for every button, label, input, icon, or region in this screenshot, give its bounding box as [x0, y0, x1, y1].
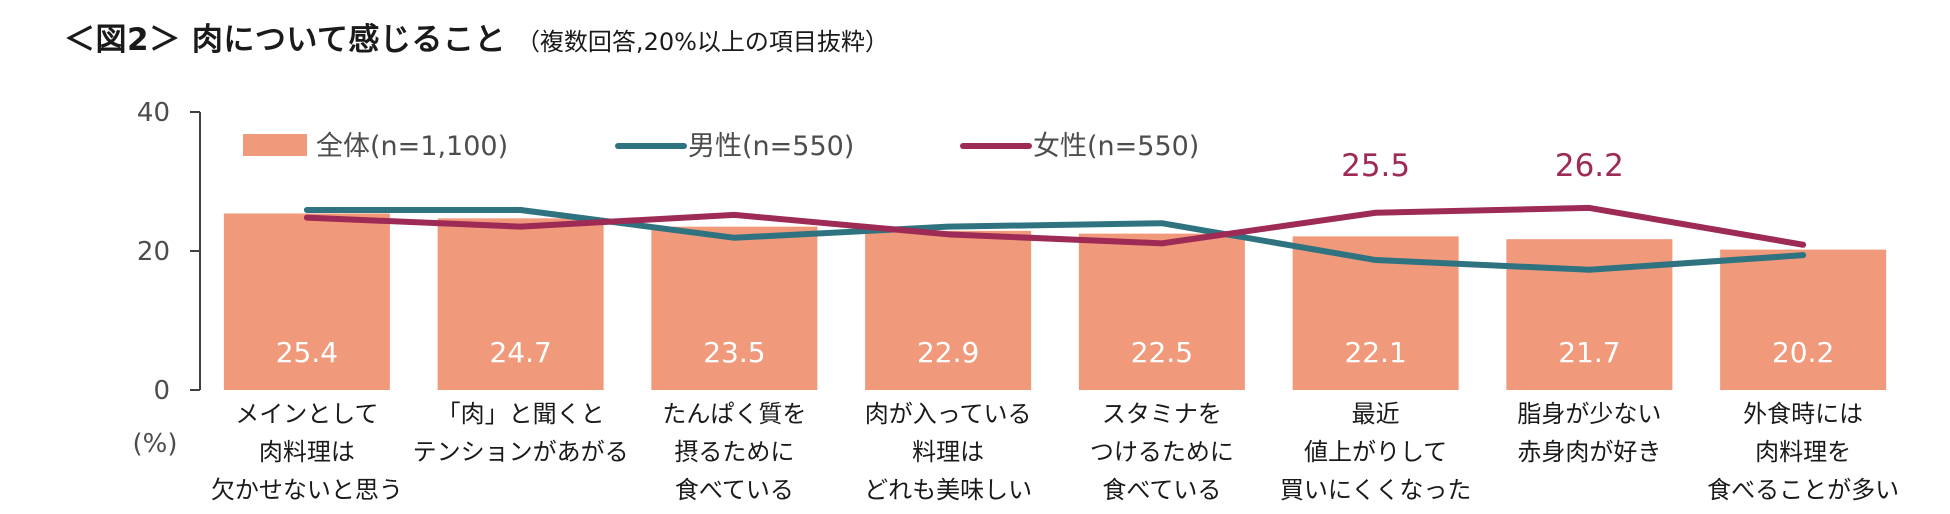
chart-subtitle: （複数回答,20%以上の項目抜粋）: [515, 28, 889, 56]
bar: [437, 218, 604, 390]
bar: [651, 226, 818, 390]
legend-swatch-bar: [243, 134, 307, 156]
bar-value-label: 22.1: [1344, 336, 1406, 369]
chart-title: ＜図2＞ 肉について感じること: [64, 22, 506, 58]
bar-value-label: 23.5: [703, 336, 765, 369]
category-label: つけるために: [1090, 438, 1234, 466]
y-tick-label: 0: [153, 376, 170, 406]
category-label: 肉料理は: [259, 438, 355, 466]
bar: [865, 230, 1032, 390]
category-label: 外食時には: [1743, 400, 1863, 428]
category-label: メインとして: [235, 400, 378, 428]
data-annotation: 25.5: [1341, 148, 1410, 184]
category-label: 食べることが多い: [1707, 476, 1899, 504]
category-label: たんぱく質を: [662, 400, 806, 428]
bar: [1078, 233, 1245, 390]
category-label: 料理は: [912, 438, 984, 466]
y-tick-label: 40: [137, 98, 170, 128]
category-label: どれも美味しい: [864, 476, 1032, 504]
series-line: [303, 206, 1807, 273]
category-label: 値上がりして: [1304, 438, 1447, 466]
category-label: 摂るために: [674, 438, 794, 466]
bar-value-label: 24.7: [489, 336, 551, 369]
legend-label: 全体(n=1,100): [316, 131, 508, 162]
category-label: 肉が入っている: [865, 400, 1032, 428]
legend-label: 女性(n=550): [1033, 131, 1199, 162]
data-annotation: 26.2: [1555, 148, 1624, 184]
category-label: 食べている: [675, 476, 794, 504]
category-label: 肉料理を: [1755, 438, 1851, 466]
category-label: 欠かせないと思う: [211, 476, 403, 504]
category-label: 脂身が少ない: [1517, 400, 1661, 428]
bar-value-label: 20.2: [1772, 336, 1834, 369]
bar-value-label: 22.5: [1131, 336, 1193, 369]
bar-value-label: 25.4: [276, 336, 338, 369]
chart-title-block: ＜図2＞ 肉について感じること （複数回答,20%以上の項目抜粋）: [64, 14, 889, 64]
category-label: テンションがあがる: [413, 438, 629, 466]
y-axis-unit: (%): [133, 429, 178, 459]
legend-label: 男性(n=550): [688, 131, 854, 162]
category-label: 赤身肉が好き: [1517, 438, 1661, 466]
category-label: 「肉」と聞くと: [437, 400, 605, 428]
bar-value-label: 22.9: [917, 336, 979, 369]
category-label: スタミナを: [1102, 400, 1222, 428]
y-tick-label: 20: [137, 237, 170, 267]
bar: [223, 213, 390, 390]
category-label: 食べている: [1102, 476, 1221, 504]
category-label: 買いにくくなった: [1280, 476, 1472, 504]
series-line: [303, 204, 1807, 248]
category-label: 最近: [1352, 400, 1400, 428]
bar: [1720, 249, 1887, 390]
bar-value-label: 21.7: [1558, 336, 1620, 369]
